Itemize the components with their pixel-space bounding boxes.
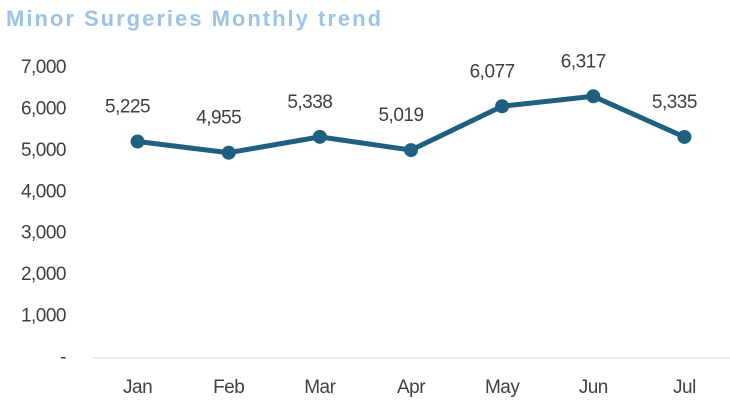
point xyxy=(677,129,692,144)
y-tick-label: 7,000 xyxy=(21,57,66,78)
x-tick-label: Jul xyxy=(673,377,696,398)
data-label: 6,317 xyxy=(561,51,606,72)
point xyxy=(312,129,327,144)
y-tick-label: 2,000 xyxy=(21,264,66,285)
point xyxy=(130,134,145,149)
point xyxy=(495,99,510,114)
y-tick-label: 3,000 xyxy=(21,223,66,244)
y-tick-label: - xyxy=(60,347,66,368)
point xyxy=(221,145,236,160)
data-label: 5,335 xyxy=(652,92,697,113)
x-tick-label: May xyxy=(485,377,520,398)
y-tick-label: 4,000 xyxy=(21,181,66,202)
data-label: 5,225 xyxy=(105,97,150,118)
x-tick-label: Apr xyxy=(397,377,426,398)
y-tick-label: 6,000 xyxy=(21,98,66,119)
data-label: 6,077 xyxy=(470,61,515,82)
y-tick-label: 5,000 xyxy=(21,140,66,161)
x-tick-label: Mar xyxy=(304,377,336,398)
y-tick-label: 1,000 xyxy=(21,306,66,327)
x-tick-label: Jan xyxy=(123,377,152,398)
data-label: 5,338 xyxy=(287,92,332,113)
point xyxy=(586,89,601,104)
data-label: 5,019 xyxy=(378,105,423,126)
x-tick-label: Feb xyxy=(213,377,244,398)
x-tick-label: Jun xyxy=(579,377,608,398)
point xyxy=(404,143,418,158)
chart-title: Minor Surgeries Monthly trend xyxy=(6,6,383,31)
data-label: 4,955 xyxy=(196,108,241,129)
